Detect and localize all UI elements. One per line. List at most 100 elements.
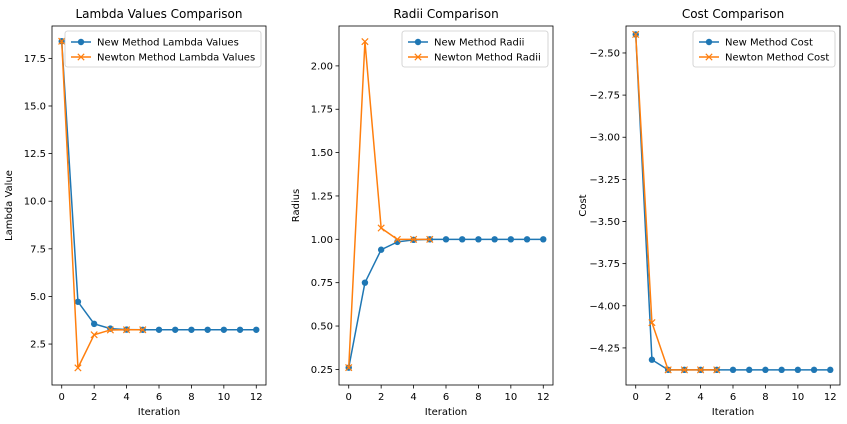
- y-tick-label: 0.25: [311, 365, 333, 376]
- data-point: [409, 235, 418, 243]
- x-tick-label: 4: [123, 392, 129, 403]
- data-point: [58, 37, 66, 45]
- data-point: [523, 236, 531, 243]
- x-axis-label: Iteration: [138, 407, 180, 418]
- x-tick-label: 2: [665, 392, 671, 403]
- data-point: [810, 366, 818, 374]
- data-point: [377, 224, 385, 232]
- y-tick-label: 2.00: [311, 61, 333, 72]
- data-point: [540, 236, 547, 243]
- y-tick-label: −4.00: [589, 301, 620, 312]
- x-tick-label: 0: [59, 392, 65, 403]
- y-axis-label: Radius: [291, 189, 302, 223]
- y-tick-label: −3.75: [589, 259, 620, 270]
- x-tick-label: 10: [217, 392, 230, 403]
- data-point: [236, 326, 244, 333]
- y-tick-label: 7.5: [30, 244, 46, 255]
- x-tick-label: 8: [188, 392, 194, 403]
- legend-marker: [77, 38, 85, 46]
- y-tick-label: 17.5: [24, 54, 46, 65]
- data-point: [648, 356, 656, 363]
- data-point: [253, 326, 260, 333]
- x-tick-label: 10: [504, 392, 517, 403]
- x-tick-label: 2: [91, 392, 97, 403]
- legend-box: [692, 30, 836, 68]
- x-tick-label: 0: [346, 392, 352, 403]
- chart-title: Radii Comparison: [393, 7, 498, 21]
- legend-label: Newton Method Lambda Values: [97, 53, 255, 64]
- x-tick-label: 8: [762, 392, 768, 403]
- series-2: [345, 37, 434, 372]
- chart-title: Lambda Values Comparison: [76, 7, 243, 21]
- x-tick-label: 4: [410, 392, 416, 403]
- legend-entry: Newton Method Radii: [408, 53, 541, 64]
- x-tick-label: 10: [791, 392, 804, 403]
- y-tick-label: 1.50: [311, 148, 333, 159]
- data-point: [393, 235, 401, 243]
- y-tick-label: 1.25: [311, 191, 333, 202]
- x-tick-label: 4: [697, 392, 703, 403]
- data-point: [632, 30, 640, 39]
- legend-box: [64, 30, 262, 68]
- data-point: [90, 320, 98, 328]
- y-tick-label: 10.0: [24, 197, 46, 208]
- legend-entry: New Method Cost: [699, 38, 813, 49]
- data-point: [220, 326, 228, 333]
- data-point: [778, 366, 785, 374]
- data-point: [74, 364, 82, 372]
- y-tick-label: 0.50: [311, 322, 333, 333]
- x-tick-label: 12: [537, 392, 550, 403]
- data-point: [729, 366, 737, 374]
- data-point: [74, 298, 82, 305]
- data-point: [491, 236, 498, 243]
- legend-entry: New Method Lambda Values: [71, 38, 239, 49]
- legend: New Method Radii Newton Method Radii: [401, 30, 549, 68]
- data-point: [426, 235, 434, 243]
- data-point: [762, 366, 769, 374]
- y-tick-label: −3.25: [589, 175, 620, 186]
- x-tick-label: 8: [475, 392, 481, 403]
- data-point: [475, 236, 482, 243]
- data-point: [680, 366, 688, 374]
- data-point: [345, 364, 353, 372]
- legend-marker: [77, 53, 85, 61]
- y-tick-label: −3.00: [589, 133, 620, 144]
- legend-marker: [705, 38, 713, 46]
- y-tick-label: 15.0: [24, 101, 46, 112]
- data-point: [106, 326, 114, 334]
- data-point: [377, 246, 385, 253]
- legend-entry: Newton Method Lambda Values: [71, 53, 255, 64]
- y-tick-label: −3.50: [589, 217, 620, 228]
- series-2: [58, 37, 147, 372]
- subplot-2: 0 2 4 6 8 10 12 0.25 0.50 0.75 1.00 1.25 1.50 1.75 2.0…: [291, 7, 554, 418]
- legend-label: Newton Method Cost: [725, 53, 829, 64]
- series-line: [60, 41, 143, 369]
- data-point: [827, 366, 834, 374]
- x-axis-label: Iteration: [712, 407, 754, 418]
- x-tick-label: 2: [378, 392, 384, 403]
- series-line: [347, 41, 430, 368]
- legend-marker: [414, 53, 422, 61]
- x-tick-label: 6: [730, 392, 736, 403]
- legend-entry: New Method Radii: [408, 38, 524, 49]
- legend-label: New Method Cost: [725, 38, 813, 49]
- x-tick-label: 12: [250, 392, 263, 403]
- y-tick-label: 1.00: [311, 235, 333, 246]
- data-point: [696, 366, 705, 374]
- data-point: [361, 37, 369, 46]
- subplot-1: 0 2 4 6 8 10 12 2.5 5.0 7.5 10.0 12.5 15.0 17.5 Lambda…: [4, 7, 267, 418]
- data-point: [442, 236, 450, 243]
- x-tick-label: 12: [824, 392, 837, 403]
- data-point: [204, 326, 211, 333]
- y-tick-label: 1.75: [311, 105, 333, 116]
- data-point: [664, 366, 672, 374]
- data-point: [155, 326, 163, 333]
- legend-label: New Method Radii: [434, 38, 524, 49]
- y-tick-label: 12.5: [24, 149, 46, 160]
- legend-marker: [705, 53, 713, 61]
- legend-label: New Method Lambda Values: [97, 38, 239, 49]
- data-point: [794, 366, 802, 374]
- legend: New Method Lambda Values Newton Method La…: [64, 30, 262, 68]
